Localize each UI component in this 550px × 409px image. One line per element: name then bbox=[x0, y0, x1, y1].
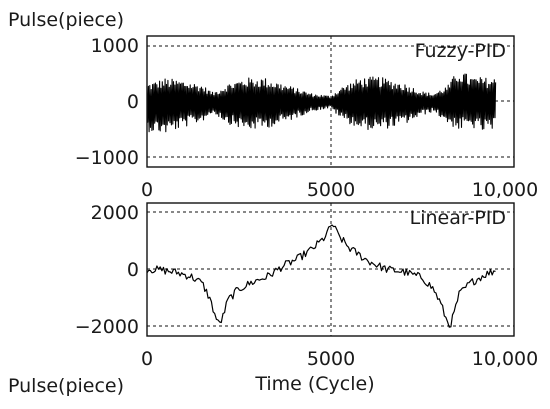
chart-panel-linear-pid: Linear-PID 2000 0 −2000 0 5000 10,000 Ti… bbox=[75, 202, 539, 395]
x-tick-label: 5000 bbox=[307, 348, 355, 370]
fuzzy-pid-trace bbox=[146, 73, 497, 133]
chart-panel-fuzzy-pid: Pulse(piece) Fuzzy-PID 1000 0 −1000 0 50… bbox=[8, 9, 538, 201]
plot-frame bbox=[146, 202, 515, 337]
x-axis-title: Time (Cycle) bbox=[254, 373, 374, 395]
x-tick-label: 10,000 bbox=[472, 179, 538, 201]
y-tick-label: 2000 bbox=[91, 202, 139, 224]
series-annotation-linear-pid: Linear-PID bbox=[410, 207, 506, 229]
fuzzy-pid-line bbox=[146, 73, 497, 133]
y-tick-label: −1000 bbox=[75, 147, 139, 169]
bottom-left-label: Pulse(piece) bbox=[8, 375, 124, 397]
y-tick-label: 1000 bbox=[91, 35, 139, 57]
linear-pid-trace bbox=[146, 224, 496, 328]
x-tick-label: 0 bbox=[141, 179, 153, 201]
y-tick-label: 0 bbox=[127, 259, 139, 281]
y-axis-title: Pulse(piece) bbox=[8, 9, 124, 31]
y-tick-label: 0 bbox=[127, 91, 139, 113]
x-tick-label: 10,000 bbox=[472, 348, 538, 370]
x-tick-label: 0 bbox=[141, 348, 153, 370]
series-annotation-fuzzy-pid: Fuzzy-PID bbox=[415, 40, 506, 62]
linear-pid-line bbox=[146, 224, 496, 328]
y-tick-label: −2000 bbox=[75, 316, 139, 338]
x-tick-label: 5000 bbox=[307, 179, 355, 201]
plot-frame bbox=[146, 35, 515, 168]
